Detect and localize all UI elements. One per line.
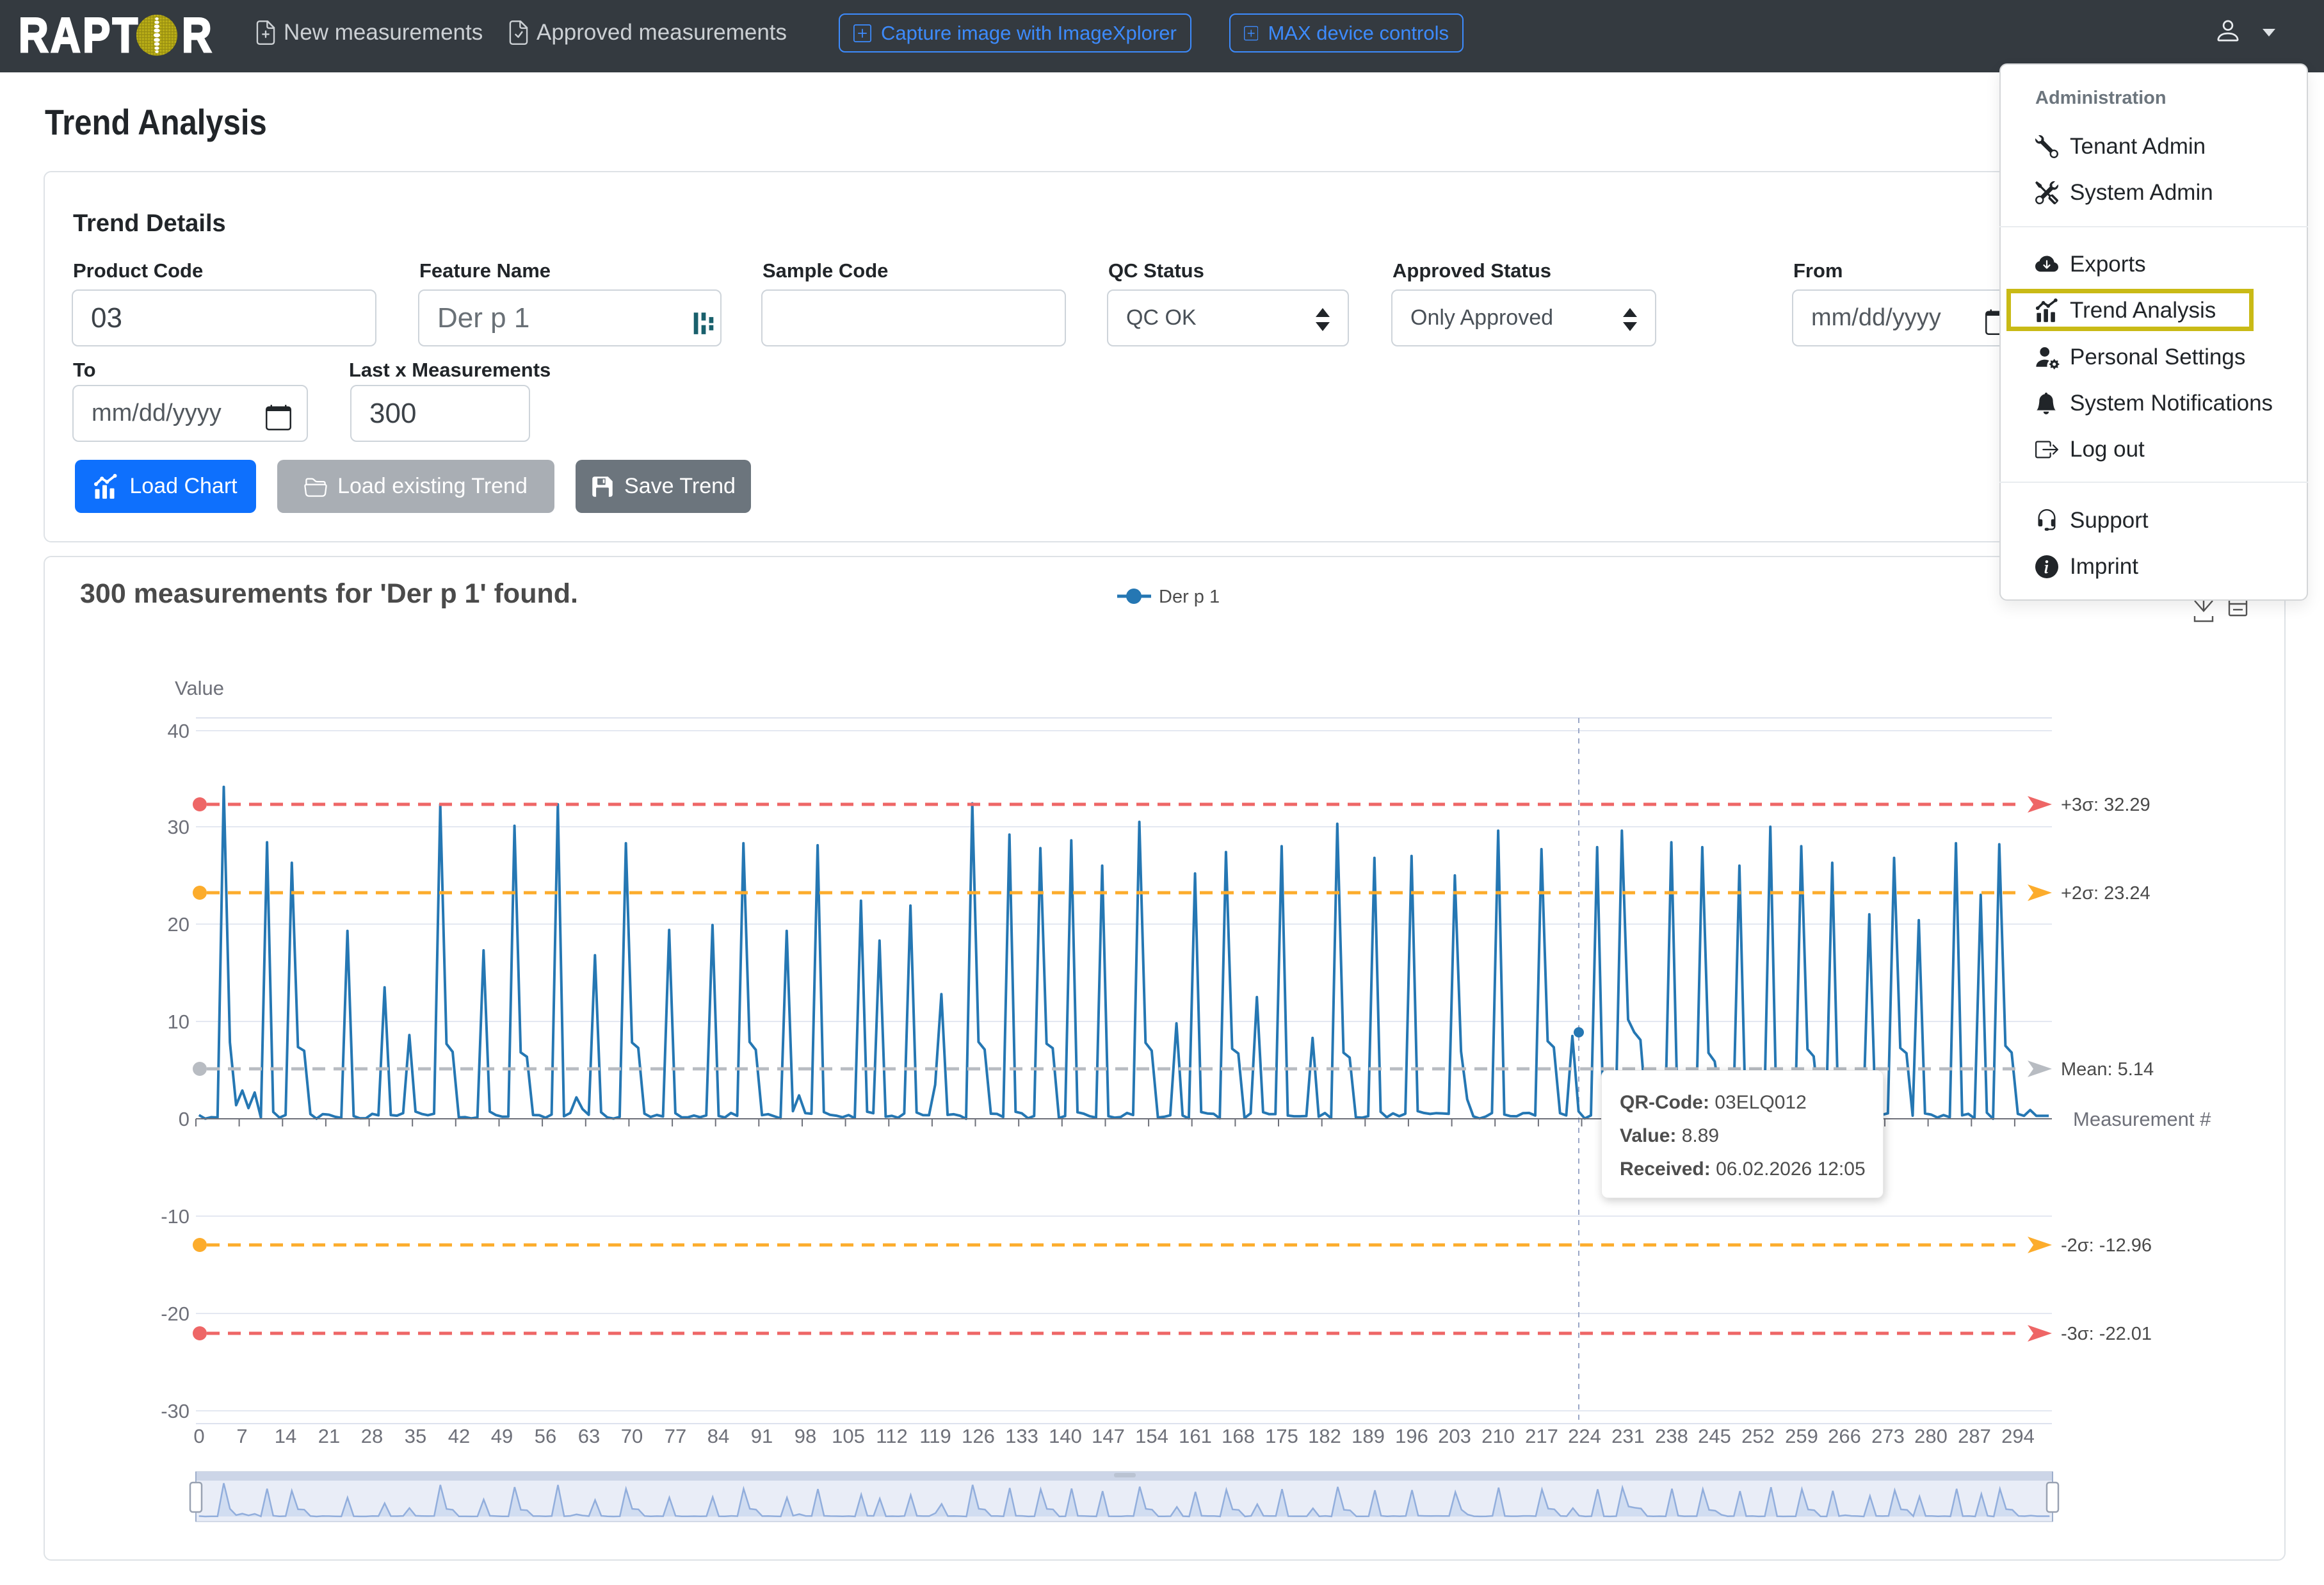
svg-text:119: 119 [919,1425,951,1447]
svg-text:28: 28 [361,1425,383,1447]
svg-text:189: 189 [1352,1425,1385,1447]
svg-text:-3σ: -22.01: -3σ: -22.01 [2061,1324,2152,1344]
svg-text:-2σ: -12.96: -2σ: -12.96 [2061,1235,2152,1256]
svg-text:91: 91 [751,1425,773,1447]
svg-text:154: 154 [1135,1425,1168,1447]
svg-text:161: 161 [1179,1425,1212,1447]
svg-text:21: 21 [318,1425,340,1447]
svg-text:210: 210 [1481,1425,1515,1447]
svg-text:70: 70 [621,1425,643,1447]
svg-text:40: 40 [168,720,190,742]
svg-text:7: 7 [236,1425,247,1447]
svg-text:-30: -30 [161,1400,190,1422]
svg-text:252: 252 [1741,1425,1775,1447]
svg-text:259: 259 [1785,1425,1818,1447]
svg-text:35: 35 [405,1425,426,1447]
svg-text:77: 77 [665,1425,686,1447]
svg-text:231: 231 [1611,1425,1645,1447]
svg-text:196: 196 [1395,1425,1428,1447]
svg-text:245: 245 [1698,1425,1731,1447]
svg-text:20: 20 [168,913,190,936]
svg-text:49: 49 [491,1425,513,1447]
svg-text:Mean: 5.14: Mean: 5.14 [2061,1059,2154,1080]
svg-text:238: 238 [1655,1425,1688,1447]
svg-text:280: 280 [1914,1425,1948,1447]
svg-text:63: 63 [578,1425,600,1447]
svg-text:14: 14 [275,1425,296,1447]
svg-text:84: 84 [707,1425,729,1447]
svg-text:30: 30 [168,816,190,838]
svg-text:Measurement #: Measurement # [2073,1108,2211,1130]
svg-text:10: 10 [168,1011,190,1033]
svg-text:175: 175 [1265,1425,1298,1447]
svg-text:Der p 1: Der p 1 [1159,587,1220,607]
svg-text:273: 273 [1871,1425,1905,1447]
svg-text:0: 0 [179,1108,190,1130]
svg-text:266: 266 [1828,1425,1861,1447]
svg-text:-20: -20 [161,1303,190,1325]
svg-text:133: 133 [1005,1425,1038,1447]
svg-text:98: 98 [795,1425,816,1447]
svg-text:0: 0 [193,1425,204,1447]
svg-text:140: 140 [1049,1425,1082,1447]
svg-text:Value: Value [175,677,224,699]
svg-text:294: 294 [2001,1425,2035,1447]
svg-text:+2σ: 23.24: +2σ: 23.24 [2061,883,2151,904]
svg-text:126: 126 [962,1425,995,1447]
svg-text:112: 112 [876,1425,907,1447]
svg-text:287: 287 [1958,1425,1991,1447]
svg-text:182: 182 [1308,1425,1341,1447]
svg-text:42: 42 [448,1425,470,1447]
svg-text:217: 217 [1525,1425,1558,1447]
svg-text:-10: -10 [161,1205,190,1228]
svg-text:105: 105 [832,1425,865,1447]
svg-text:147: 147 [1092,1425,1125,1447]
svg-text:168: 168 [1222,1425,1255,1447]
svg-text:56: 56 [535,1425,556,1447]
svg-text:203: 203 [1438,1425,1471,1447]
svg-text:224: 224 [1568,1425,1601,1447]
svg-text:+3σ: 32.29: +3σ: 32.29 [2061,795,2151,815]
